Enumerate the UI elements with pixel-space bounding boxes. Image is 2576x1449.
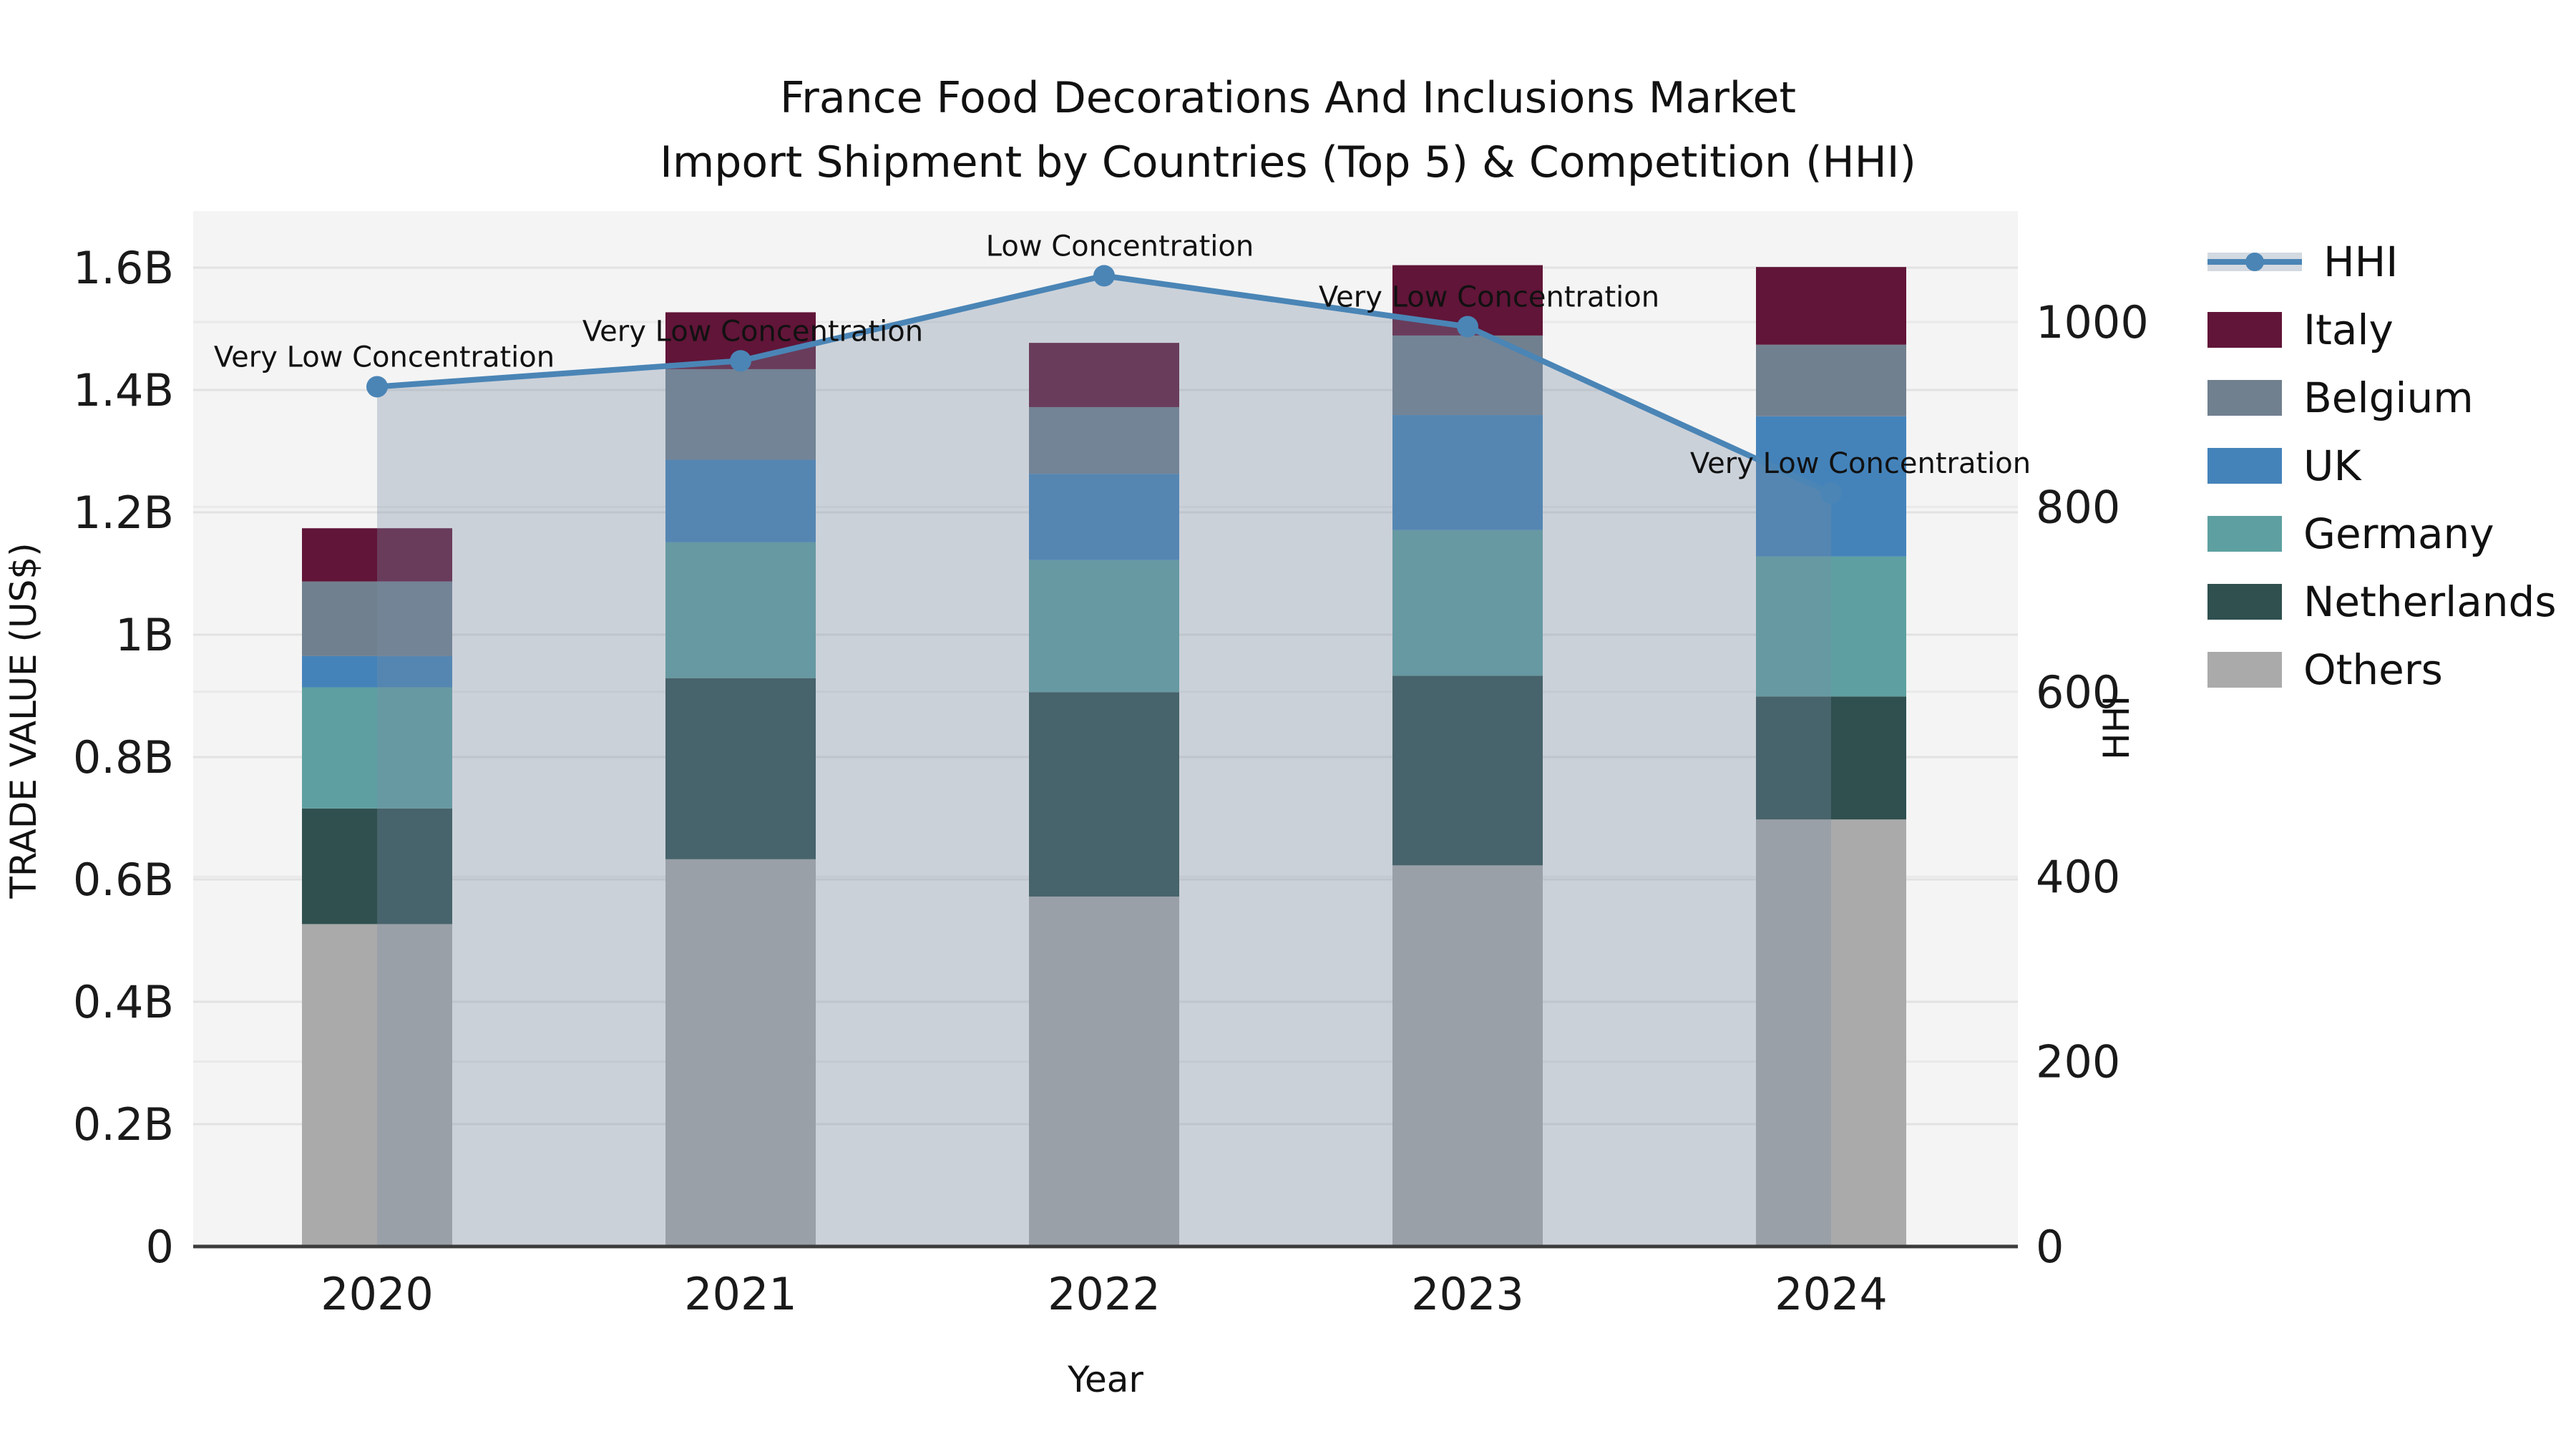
bar-2023-germany xyxy=(1392,530,1543,676)
hhi-marker-2021 xyxy=(730,350,751,372)
bar-2021-uk xyxy=(665,459,816,542)
hhi-marker-2020 xyxy=(366,376,388,398)
y-axis-title-left: TRADE VALUE (US$) xyxy=(3,542,44,899)
legend-label-italy: Italy xyxy=(2303,305,2394,354)
xtick-2024: 2024 xyxy=(1775,1268,1888,1320)
bar-2021-netherlands xyxy=(665,678,816,859)
chart-title-line1: France Food Decorations And Inclusions M… xyxy=(780,73,1796,123)
hhi-marker-2024 xyxy=(1820,482,1842,504)
legend-label-belgium: Belgium xyxy=(2303,373,2474,422)
legend-label-germany: Germany xyxy=(2303,509,2494,558)
xtick-2020: 2020 xyxy=(321,1268,434,1320)
bar-2024-belgium xyxy=(1756,344,1906,416)
legend-label-hhi: HHI xyxy=(2323,237,2399,286)
ytick-left-0.8B: 0.8B xyxy=(73,731,174,784)
xtick-2022: 2022 xyxy=(1048,1268,1161,1320)
chart-title: France Food Decorations And Inclusions M… xyxy=(0,66,2576,195)
bar-2024-netherlands xyxy=(1756,696,1906,820)
bar-2021-others xyxy=(665,859,816,1246)
hhi-annotation-2020: Very Low Concentration xyxy=(214,341,555,374)
ytick-left-1.4B: 1.4B xyxy=(73,364,174,416)
legend-label-netherlands: Netherlands xyxy=(2303,577,2557,626)
hhi-marker-2022 xyxy=(1093,265,1115,287)
legend: HHI Italy Belgium UK Germany Netherlands Other… xyxy=(2207,228,2557,703)
bar-2022-netherlands xyxy=(1029,692,1179,897)
bar-2023-others xyxy=(1392,865,1543,1246)
ytick-left-1.2B: 1.2B xyxy=(73,487,174,539)
legend-item-hhi: HHI xyxy=(2207,228,2557,296)
legend-swatch-hhi-line-icon xyxy=(2207,252,2302,271)
xtick-2023: 2023 xyxy=(1411,1268,1524,1320)
legend-swatch-belgium xyxy=(2207,379,2282,416)
ytick-right-200: 200 xyxy=(2036,1036,2120,1088)
ytick-right-1000: 1000 xyxy=(2036,296,2149,348)
hhi-annotation-2022: Low Concentration xyxy=(986,230,1254,263)
bar-2021-belgium xyxy=(665,369,816,460)
bar-2022-others xyxy=(1029,896,1179,1246)
bar-2022-belgium xyxy=(1029,406,1179,474)
ytick-left-0: 0 xyxy=(146,1221,174,1273)
hhi-annotation-2024: Very Low Concentration xyxy=(1690,447,2031,480)
legend-swatch-others xyxy=(2207,651,2282,688)
bar-2020-belgium xyxy=(302,581,452,656)
hhi-marker-2023 xyxy=(1457,316,1478,338)
ytick-right-800: 800 xyxy=(2036,481,2120,533)
legend-swatch-uk xyxy=(2207,447,2282,484)
legend-item-germany: Germany xyxy=(2207,499,2557,567)
ytick-left-1.6B: 1.6B xyxy=(73,242,174,294)
ytick-left-0.4B: 0.4B xyxy=(73,976,174,1028)
legend-item-others: Others xyxy=(2207,635,2557,703)
bar-2024-others xyxy=(1756,819,1906,1246)
ytick-right-400: 400 xyxy=(2036,851,2120,903)
ytick-right-0: 0 xyxy=(2036,1221,2064,1273)
bar-2020-germany xyxy=(302,687,452,809)
bar-2023-uk xyxy=(1392,415,1543,530)
bar-2020-netherlands xyxy=(302,808,452,924)
ytick-left-0.2B: 0.2B xyxy=(73,1098,174,1151)
hhi-annotation-2023: Very Low Concentration xyxy=(1319,280,1659,313)
y-axis-title-right: HHI xyxy=(2096,696,2137,760)
legend-item-netherlands: Netherlands xyxy=(2207,567,2557,635)
legend-swatch-germany xyxy=(2207,515,2282,552)
legend-item-italy: Italy xyxy=(2207,296,2557,364)
bar-2021-germany xyxy=(665,542,816,678)
x-axis-title: Year xyxy=(1067,1359,1143,1400)
bar-2022-uk xyxy=(1029,474,1179,560)
hhi-area xyxy=(377,275,1831,1246)
bar-2024-italy xyxy=(1756,267,1906,345)
bar-2022-germany xyxy=(1029,560,1179,693)
legend-label-uk: UK xyxy=(2303,441,2361,490)
ytick-left-0.6B: 0.6B xyxy=(73,854,174,906)
bar-2022-italy xyxy=(1029,343,1179,407)
ytick-right-600: 600 xyxy=(2036,666,2120,718)
chart-title-line2: Import Shipment by Countries (Top 5) & C… xyxy=(660,137,1916,187)
legend-item-uk: UK xyxy=(2207,431,2557,499)
legend-label-others: Others xyxy=(2303,645,2443,694)
bar-2023-netherlands xyxy=(1392,675,1543,866)
bar-2020-italy xyxy=(302,528,452,582)
legend-swatch-netherlands xyxy=(2207,583,2282,620)
bar-2024-germany xyxy=(1756,556,1906,697)
ytick-left-1B: 1B xyxy=(115,609,174,661)
legend-item-belgium: Belgium xyxy=(2207,364,2557,431)
xtick-2021: 2021 xyxy=(684,1268,797,1320)
bar-2020-uk xyxy=(302,655,452,688)
bar-2020-others xyxy=(302,924,452,1246)
legend-swatch-italy xyxy=(2207,311,2282,348)
hhi-annotation-2021: Very Low Concentration xyxy=(582,315,923,348)
